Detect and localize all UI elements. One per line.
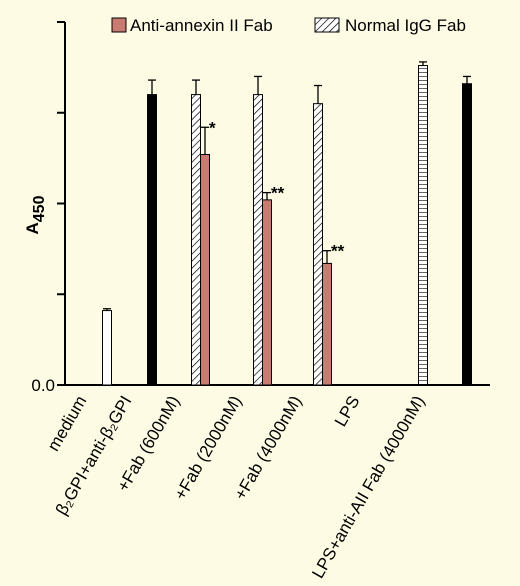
x-tick-label: LPS+anti-AII Fab (4000nM) (308, 393, 428, 582)
significance-marker: ** (331, 242, 345, 261)
x-tick-label: +Fab (4000nM) (231, 393, 306, 504)
legend-label: Normal IgG Fab (345, 16, 466, 35)
y-tick-label: 0.0 (31, 376, 55, 395)
bar (191, 94, 201, 386)
bar (313, 103, 323, 386)
significance-marker: ** (271, 184, 285, 203)
y-label-main: A (23, 222, 42, 234)
significance-marker: * (209, 118, 216, 137)
bar (102, 310, 112, 386)
y-label-sub: 450 (31, 195, 48, 222)
legend-label: Anti-annexin II Fab (130, 16, 273, 35)
x-tick-label: medium (44, 393, 91, 455)
bar (200, 153, 210, 386)
legend-swatch (314, 17, 340, 33)
bar (322, 262, 332, 386)
legend-swatch (111, 17, 127, 33)
y-axis-label: A450 (23, 195, 48, 234)
bar (262, 199, 272, 386)
bar (147, 94, 157, 386)
x-tick-label: LPS (331, 393, 364, 430)
bar (418, 65, 428, 386)
bar (253, 94, 263, 386)
bar (462, 83, 472, 386)
